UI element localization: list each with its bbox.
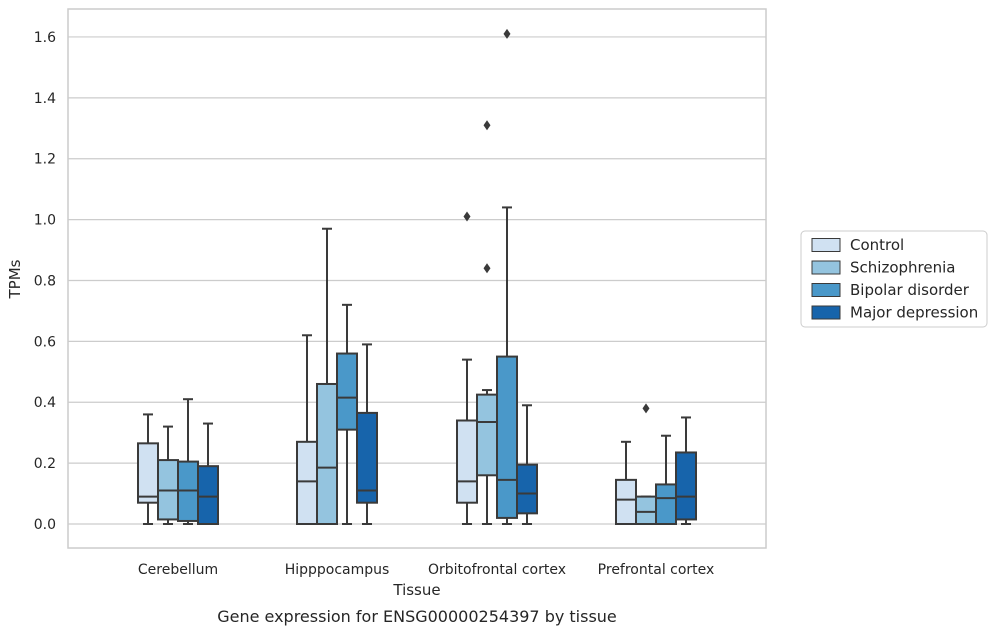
x-tick-label-prefrontal-cortex: Prefrontal cortex (598, 562, 715, 578)
box-major-depression-orbitofrontal-cortex (516, 463, 538, 515)
outlier-point (483, 263, 491, 274)
box-control-cerebellum (137, 442, 159, 504)
box-group-major-depression-hipppocampus (356, 343, 378, 525)
box-major-depression-hipppocampus (356, 411, 378, 504)
box-control-hipppocampus (296, 440, 318, 526)
y-tick-label: 1.6 (34, 30, 56, 46)
y-axis-label: TPMs (6, 259, 24, 299)
y-tick-label: 1.4 (34, 91, 56, 107)
outlier-point (642, 403, 650, 414)
y-axis-ticks: 0.0 0.2 0.4 0.6 0.8 1.0 1.2 1.4 1.6 (34, 30, 56, 533)
box-major-depression-cerebellum (197, 465, 219, 525)
legend-swatch-control (811, 238, 841, 252)
y-tick-label: 0.2 (34, 456, 56, 472)
box-group-control-cerebellum (137, 413, 159, 525)
box-bipolar-disorder-orbitofrontal-cortex (496, 355, 518, 519)
y-tick-label: 0.6 (34, 334, 56, 350)
outlier-point (503, 28, 511, 39)
box-control-orbitofrontal-cortex (456, 419, 478, 504)
x-tick-label-orbitofrontal-cortex: Orbitofrontal cortex (428, 562, 566, 578)
box-group-bipolar-disorder-hipppocampus (336, 303, 358, 525)
box-group-bipolar-disorder-prefrontal-cortex (655, 434, 677, 526)
box-group-control-orbitofrontal-cortex (456, 211, 478, 525)
legend: Control Schizophrenia Bipolar disorder Majo… (800, 230, 988, 328)
box-group-schizophrenia-hipppocampus (316, 227, 338, 526)
box-schizophrenia-hipppocampus (316, 382, 338, 526)
box-schizophrenia-orbitofrontal-cortex (476, 393, 498, 477)
legend-swatch-major-depression (811, 305, 841, 320)
legend-label-schizophrenia: Schizophrenia (850, 259, 955, 277)
box-bipolar-disorder-prefrontal-cortex (655, 483, 677, 526)
box-group-schizophrenia-prefrontal-cortex (635, 403, 657, 526)
box-plot-marks (137, 28, 697, 526)
box-group-control-prefrontal-cortex (615, 440, 637, 525)
plot-frame (67, 8, 767, 549)
box-group-control-hipppocampus (296, 334, 318, 526)
y-tick-label: 1.0 (34, 213, 56, 229)
legend-swatch-bipolar-disorder (811, 283, 841, 297)
legend-frame (800, 230, 988, 328)
y-tick-label: 0.0 (34, 517, 56, 533)
legend-label-control: Control (850, 236, 904, 254)
x-axis-ticks: Cerebellum Hipppocampus Orbitofrontal cort… (138, 562, 714, 578)
box-control-prefrontal-cortex (615, 478, 637, 525)
y-tick-label: 0.8 (34, 273, 56, 289)
outlier-point (463, 211, 471, 222)
box-group-major-depression-prefrontal-cortex (675, 416, 697, 525)
legend-label-bipolar-disorder: Bipolar disorder (850, 281, 970, 299)
outlier-point (483, 120, 491, 131)
box-group-bipolar-disorder-cerebellum (177, 398, 199, 525)
x-axis-label: Tissue (392, 581, 440, 599)
box-group-bipolar-disorder-orbitofrontal-cortex (496, 28, 518, 525)
legend-label-major-depression: Major depression (850, 304, 978, 322)
gridlines (68, 36, 766, 525)
y-tick-label: 1.2 (34, 152, 56, 168)
box-major-depression-prefrontal-cortex (675, 451, 697, 521)
box-group-major-depression-orbitofrontal-cortex (516, 404, 538, 525)
y-tick-label: 0.4 (34, 395, 56, 411)
box-group-schizophrenia-orbitofrontal-cortex (476, 120, 498, 525)
x-tick-label-hipppocampus: Hipppocampus (285, 562, 390, 578)
box-group-schizophrenia-cerebellum (157, 425, 179, 525)
box-bipolar-disorder-hipppocampus (336, 352, 358, 431)
box-schizophrenia-prefrontal-cortex (635, 495, 657, 526)
box-group-major-depression-cerebellum (197, 422, 219, 525)
x-tick-label-cerebellum: Cerebellum (138, 562, 218, 578)
legend-swatch-schizophrenia (811, 260, 841, 275)
figure-caption: Gene expression for ENSG00000254397 by t… (217, 607, 617, 626)
